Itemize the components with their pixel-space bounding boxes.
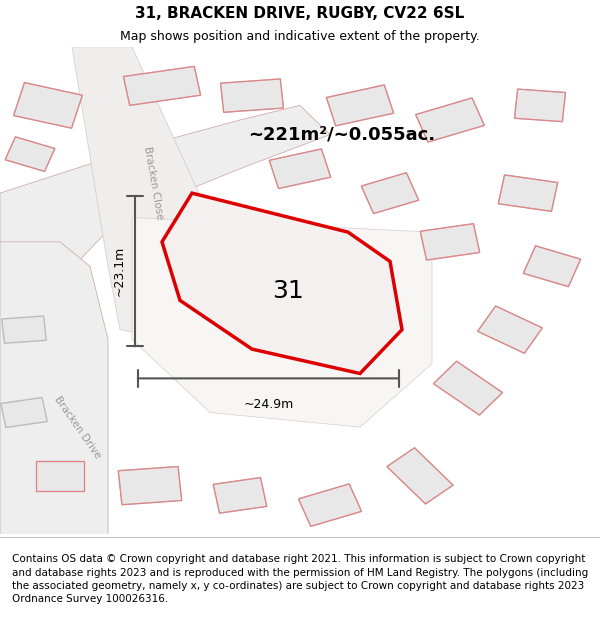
Polygon shape: [0, 106, 330, 281]
Polygon shape: [387, 448, 453, 504]
Polygon shape: [478, 306, 542, 353]
Polygon shape: [2, 316, 46, 343]
Text: 31, BRACKEN DRIVE, RUGBY, CV22 6SL: 31, BRACKEN DRIVE, RUGBY, CV22 6SL: [136, 6, 464, 21]
Polygon shape: [124, 66, 200, 106]
Polygon shape: [118, 466, 182, 505]
Polygon shape: [221, 79, 283, 112]
Polygon shape: [361, 173, 419, 214]
Polygon shape: [326, 85, 394, 126]
Polygon shape: [298, 484, 362, 526]
Text: Bracken Drive: Bracken Drive: [53, 394, 103, 460]
Polygon shape: [162, 193, 402, 374]
Polygon shape: [36, 461, 84, 491]
Polygon shape: [5, 137, 55, 171]
Text: Map shows position and indicative extent of the property.: Map shows position and indicative extent…: [120, 30, 480, 43]
Polygon shape: [523, 246, 581, 287]
Polygon shape: [498, 175, 558, 211]
Polygon shape: [213, 478, 267, 513]
Polygon shape: [14, 82, 82, 128]
Text: Bracken Close: Bracken Close: [142, 146, 164, 221]
Polygon shape: [72, 47, 210, 339]
Polygon shape: [132, 217, 432, 427]
Polygon shape: [420, 224, 480, 260]
Polygon shape: [416, 98, 484, 142]
Polygon shape: [433, 361, 503, 415]
Text: ~221m²/~0.055ac.: ~221m²/~0.055ac.: [248, 126, 436, 144]
Polygon shape: [1, 398, 47, 428]
Polygon shape: [515, 89, 565, 122]
Text: ~24.9m: ~24.9m: [244, 398, 293, 411]
Text: 31: 31: [272, 279, 304, 302]
Text: Contains OS data © Crown copyright and database right 2021. This information is : Contains OS data © Crown copyright and d…: [12, 554, 588, 604]
Text: ~23.1m: ~23.1m: [113, 246, 126, 296]
Polygon shape: [269, 149, 331, 189]
Polygon shape: [0, 242, 108, 534]
